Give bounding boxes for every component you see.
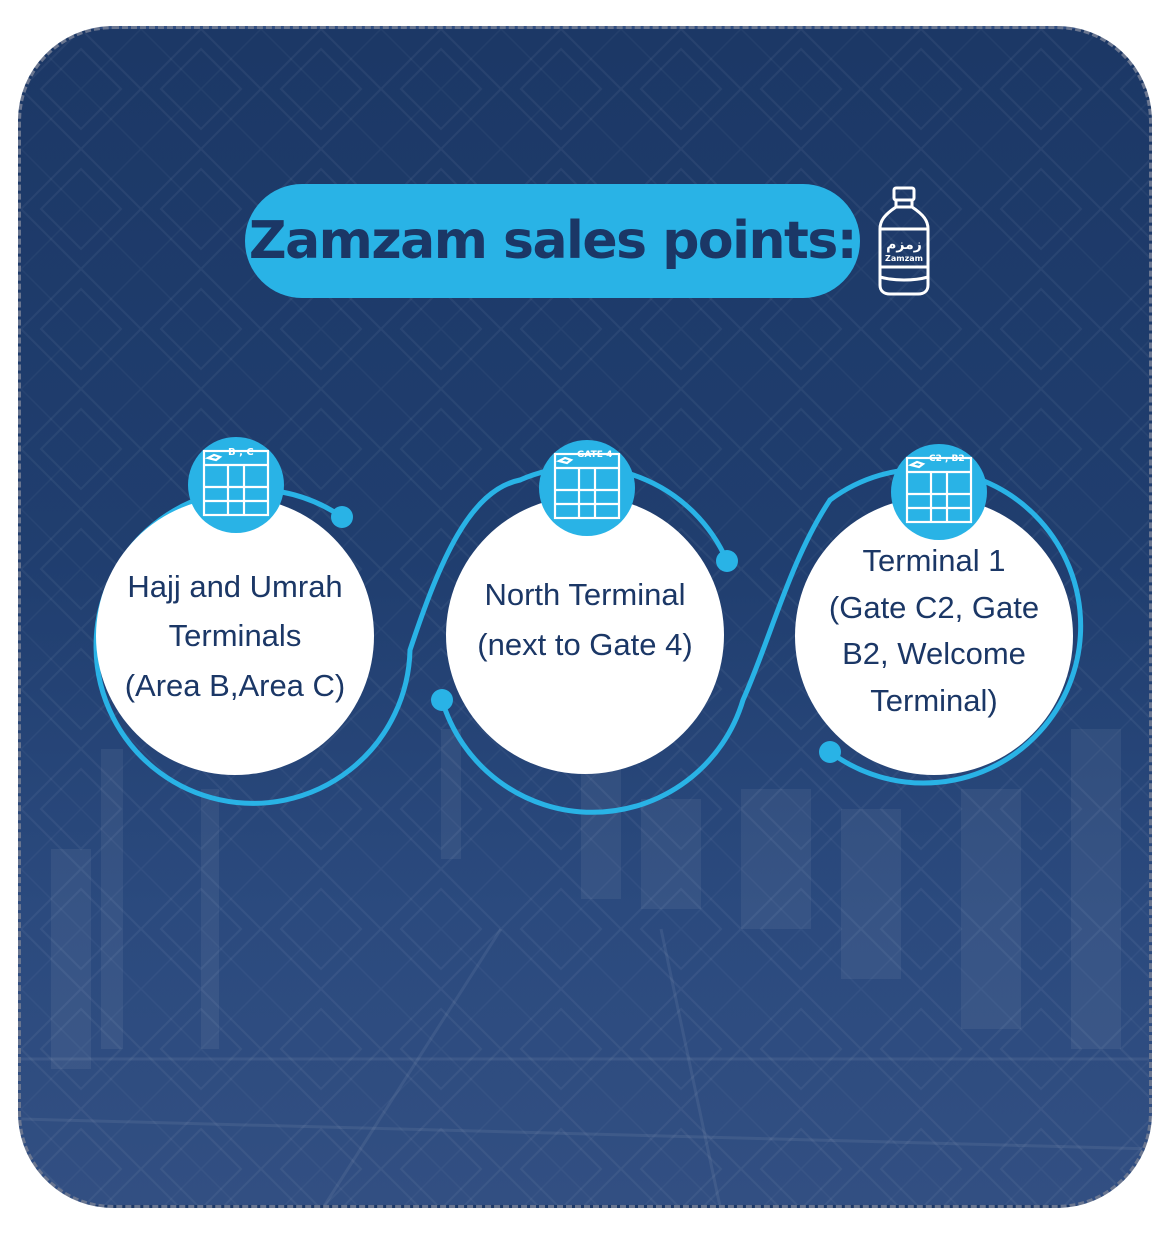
sales-point-circle-2: North Terminal (next to Gate 4) (446, 496, 724, 774)
sales-point-circle-3: Terminal 1 (Gate C2, Gate B2, Welcome Te… (795, 497, 1073, 775)
terminal-badge-3: C2 , B2 (891, 444, 987, 540)
connector-dot-4 (819, 741, 841, 763)
sales-point-text-2: North Terminal (next to Gate 4) (477, 577, 693, 662)
sales-point-circle-1: Hajj and Umrah Terminals (Area B,Area C) (96, 497, 374, 775)
terminal-badge-2: GATE 4 (539, 440, 635, 536)
zamzam-bottle-icon: زمزم Zamzam (878, 186, 930, 296)
terminal-board-icon (202, 449, 270, 517)
badge-label-3: C2 , B2 (929, 454, 965, 464)
connector-dot-1 (331, 506, 353, 528)
bottle-latin-label: Zamzam (885, 254, 923, 263)
terminal-board-icon (553, 452, 621, 520)
badge-label-1: B , C (228, 447, 254, 458)
ring-left (93, 477, 523, 806)
title-pill: Zamzam sales points: (245, 184, 860, 298)
badge-label-2: GATE 4 (577, 450, 613, 460)
bottle-arabic-label: زمزم (886, 237, 922, 253)
sales-point-text-1: Hajj and Umrah Terminals (Area B,Area C) (124, 568, 346, 703)
terminal-badge-1: B , C (188, 437, 284, 533)
page-title: Zamzam sales points: (248, 211, 858, 271)
terminal-board-icon (905, 456, 973, 524)
connector-dot-2 (716, 550, 738, 572)
sales-point-text-3: Terminal 1 (Gate C2, Gate B2, Welcome Te… (828, 543, 1040, 718)
connector-dot-3 (431, 689, 453, 711)
